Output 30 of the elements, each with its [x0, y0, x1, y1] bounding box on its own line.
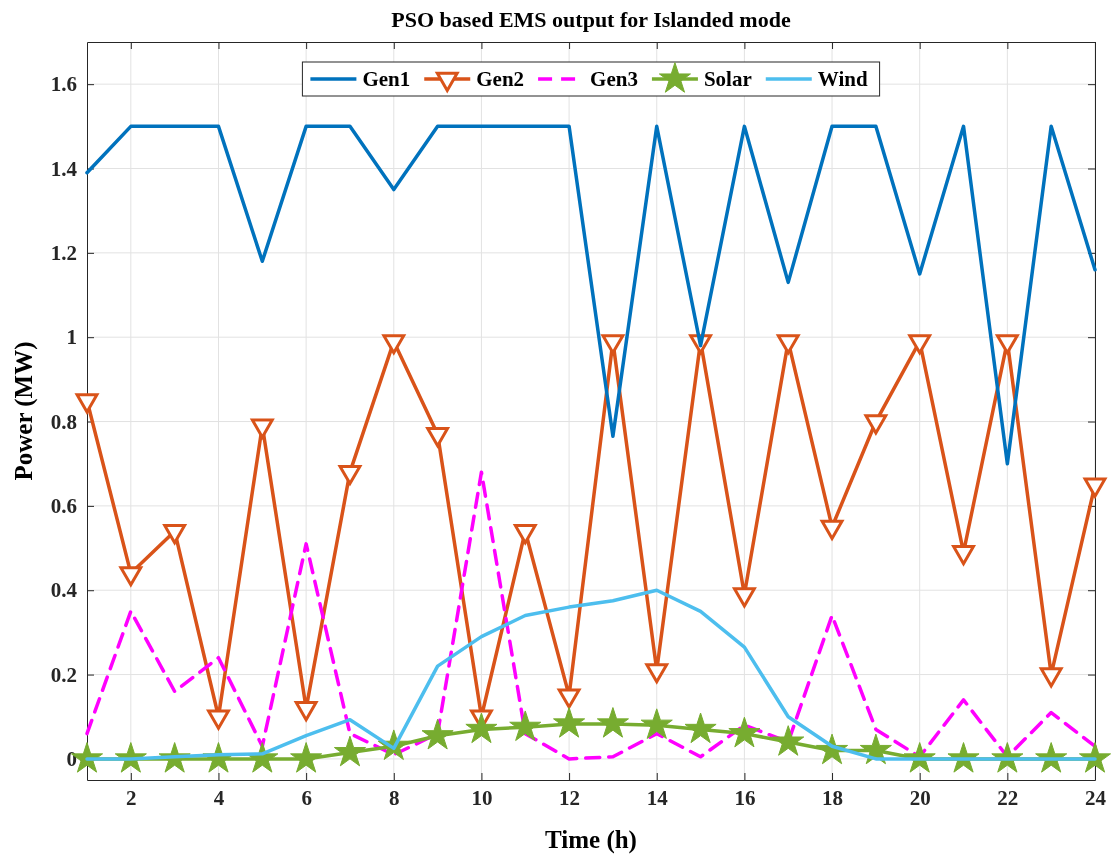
- y-axis-title: Power (MW): [10, 341, 38, 481]
- x-tick-label: 4: [213, 785, 225, 810]
- x-tick-label: 8: [389, 785, 400, 810]
- y-tick-label: 0.2: [50, 662, 77, 687]
- x-tick-label: 18: [822, 785, 844, 810]
- x-tick-label: 24: [1085, 785, 1107, 810]
- y-tick-label: 0.6: [50, 494, 77, 519]
- x-tick-label: 2: [126, 785, 137, 810]
- legend-label: Wind: [817, 67, 868, 91]
- y-tick-label: 1: [66, 325, 77, 350]
- chart-title: PSO based EMS output for Islanded mode: [391, 7, 791, 32]
- legend-label: Gen2: [476, 67, 525, 91]
- x-tick-label: 10: [471, 785, 493, 810]
- y-tick-label: 0.4: [50, 578, 78, 603]
- x-tick-label: 12: [559, 785, 581, 810]
- x-tick-label: 22: [997, 785, 1019, 810]
- y-tick-label: 1.6: [50, 72, 77, 97]
- y-tick-label: 0.8: [50, 409, 77, 434]
- legend-label: Solar: [703, 67, 752, 91]
- x-tick-label: 6: [301, 785, 312, 810]
- x-tick-label: 14: [646, 785, 669, 810]
- line-series: [85, 124, 1097, 466]
- x-axis-title: Time (h): [545, 826, 637, 854]
- legend-label: Gen3: [590, 67, 638, 91]
- x-tick-label: 16: [734, 785, 756, 810]
- x-tick-label: 20: [909, 785, 931, 810]
- y-tick-label: 1.2: [50, 241, 77, 266]
- y-tick-label: 1.4: [50, 156, 78, 181]
- legend-label: Gen1: [362, 67, 411, 91]
- y-tick-label: 0: [66, 747, 77, 772]
